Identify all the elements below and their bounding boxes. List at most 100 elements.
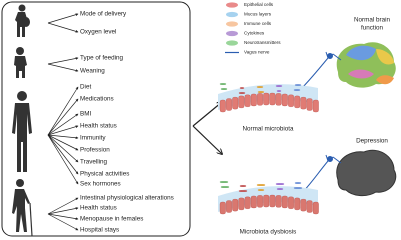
factor-label: Oxygen level [80, 29, 116, 36]
microbe [224, 186, 230, 188]
arrow [47, 197, 79, 215]
epithelial-cell [300, 97, 307, 110]
epithelial-cell [288, 196, 294, 209]
arrow [47, 134, 79, 151]
arrow [192, 102, 222, 127]
epithelial-cell [306, 200, 313, 213]
arrow [47, 134, 79, 140]
microbe [276, 90, 282, 92]
arrow [47, 22, 79, 33]
epithelial-cell [306, 98, 313, 111]
arrow [47, 86, 79, 136]
factor-label: Hospital stays [80, 227, 119, 234]
factor-label: Physical activities [80, 171, 129, 178]
gut-label: Normal microbiota [242, 126, 294, 133]
epithelial-cell [238, 197, 245, 211]
factor-label: Medications [80, 96, 114, 103]
microbe [278, 188, 284, 190]
microbe [295, 89, 301, 91]
epithelial-cell [257, 93, 263, 106]
legend-label: Epithelial cells [244, 2, 274, 7]
microbe [259, 189, 265, 191]
factor-label: Health status [80, 123, 117, 130]
arrow [47, 207, 79, 215]
epithelial-cell [219, 201, 226, 215]
factor-label: Type of feeding [80, 55, 124, 62]
brain-depressed [336, 149, 397, 197]
epithelial-cell [300, 199, 307, 212]
legend-label: Mucus layers [244, 12, 272, 17]
epithelial-cell [250, 195, 257, 209]
factor-label: Weaning [80, 68, 105, 75]
figures [12, 4, 33, 237]
microbe [297, 187, 303, 189]
epithelial-cell [232, 97, 239, 110]
legend-label: Neurotransmitters [244, 40, 281, 45]
arrow [47, 63, 79, 72]
arrow [47, 134, 79, 185]
factor-label: Diet [80, 84, 91, 91]
microbe [241, 185, 247, 187]
microbe [258, 86, 264, 88]
microbe [296, 84, 302, 86]
microbe [259, 91, 265, 93]
epithelial-cell [294, 197, 301, 211]
legend-label: Vagus nerve [244, 50, 270, 55]
vagus-nerve [299, 51, 342, 196]
epithelial-cell [275, 195, 282, 208]
factor-label: Menopause in females [80, 216, 143, 223]
arrow [192, 125, 222, 154]
arrow [47, 13, 79, 24]
microbe [277, 85, 283, 87]
epithelial-cell [275, 93, 282, 106]
epithelial-cell [244, 94, 251, 107]
gut-label: Microbiota dysbiosis [240, 229, 297, 236]
microbe [242, 190, 248, 192]
arrow [47, 125, 79, 136]
microbe [221, 83, 227, 85]
factor-label: Profession [80, 147, 110, 154]
factor-label: BMI [80, 111, 91, 118]
epithelial-cell [263, 194, 270, 208]
factor-label: Mode of delivery [80, 11, 127, 18]
factor-label: Travelling [80, 159, 108, 166]
epithelial-cell [269, 92, 276, 106]
epithelial-cell [226, 98, 232, 111]
brain-label: Normal brain [354, 17, 391, 24]
brain-label: Depression [356, 138, 388, 145]
epithelial-cell [263, 92, 270, 106]
legend-icon [226, 11, 238, 18]
arrow [47, 213, 79, 231]
factor-label: Sex hormones [80, 181, 121, 188]
arrow [47, 134, 79, 163]
arrow [47, 98, 79, 136]
legend-icon [226, 30, 238, 37]
epithelial-cell [219, 99, 226, 113]
epithelial-cell [288, 94, 294, 107]
legend-icon [226, 40, 238, 46]
epithelial-cell [294, 95, 301, 109]
epithelial-cell [312, 99, 319, 113]
microbe [239, 87, 245, 89]
arrow [47, 213, 79, 220]
epithelial-cell [257, 195, 263, 208]
legend-icon [226, 2, 238, 8]
factor-box [1, 1, 191, 237]
factor-label: Immunity [80, 135, 106, 142]
brain-normal [336, 42, 396, 88]
epithelial-cell [232, 199, 239, 212]
epithelial-cell [312, 201, 319, 215]
epithelial-cell [250, 93, 257, 107]
arrow [47, 113, 79, 136]
microbe [240, 92, 246, 94]
epithelial-cell [244, 196, 251, 209]
microbe [222, 88, 228, 90]
epithelial-cell [226, 200, 232, 213]
microbe [279, 183, 285, 185]
legend-label: Cytokines [244, 31, 265, 36]
epithelial-cell [238, 95, 245, 109]
factor-label: Intestinal physiological alterations [80, 195, 174, 202]
epithelial-cell [269, 194, 276, 208]
arrow [47, 57, 79, 65]
